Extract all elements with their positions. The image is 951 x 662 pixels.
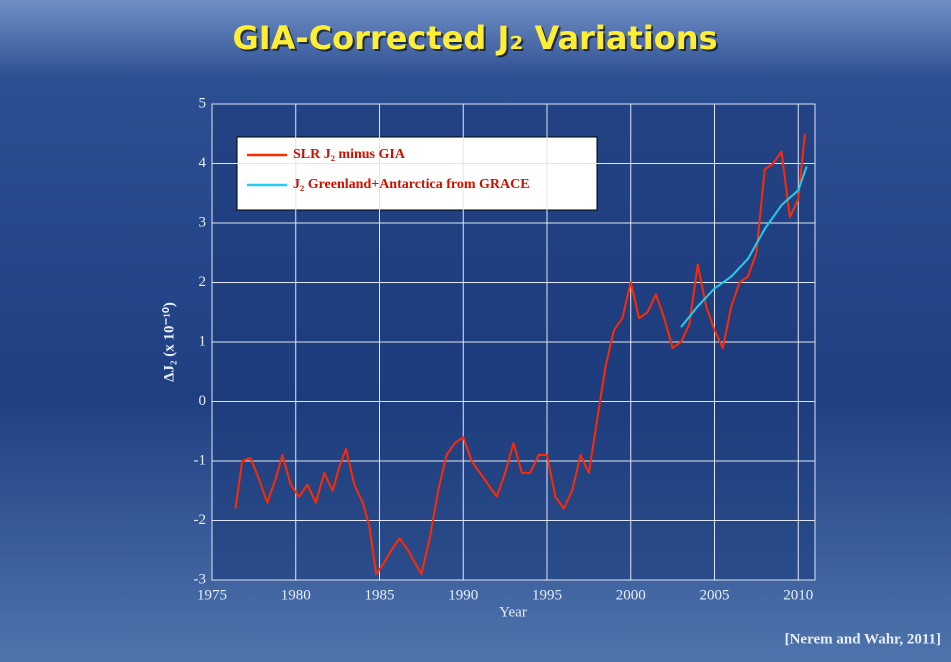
source: [Nerem and Wahr, 2011]	[785, 631, 941, 647]
x-axis-label: Year	[499, 604, 527, 620]
line-series	[680, 166, 808, 328]
legend-label: SLR J₂ minus GIA	[293, 147, 406, 162]
x-tick-label: 2010	[783, 587, 813, 603]
x-tick-label: 1990	[448, 587, 478, 603]
y-tick-label: 0	[199, 393, 207, 409]
y-tick-label: 5	[199, 95, 207, 111]
x-tick-label: 1980	[281, 587, 311, 603]
legend-box	[236, 136, 598, 211]
legend-label: J₂ Greenland+Antarctica from GRACE	[293, 177, 530, 192]
y-tick-label: 3	[199, 214, 207, 230]
y-tick-label: -3	[194, 571, 207, 587]
x-tick-label: 1985	[365, 587, 395, 603]
chart-title-shadow: GIA-Corrected J₂ Variations	[234, 21, 719, 59]
x-tick-label: 2000	[616, 587, 646, 603]
y-axis-label: ΔJ₂ (x 10⁻¹⁰)	[161, 302, 177, 382]
y-tick-label: 1	[199, 333, 207, 349]
x-tick-label: 1975	[197, 587, 227, 603]
chart-title: GIA-Corrected J₂ Variations	[232, 19, 717, 57]
y-tick-label: 4	[199, 155, 207, 171]
x-tick-label: 1995	[532, 587, 562, 603]
y-tick-label: -2	[194, 512, 207, 528]
x-tick-label: 2005	[700, 587, 730, 603]
line-series	[234, 133, 806, 576]
y-tick-label: -1	[194, 452, 207, 468]
y-tick-label: 2	[199, 274, 207, 290]
